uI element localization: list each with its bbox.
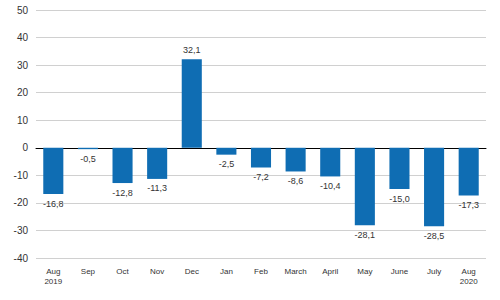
svg-text:-40: -40 <box>14 253 29 264</box>
svg-text:-8,6: -8,6 <box>288 176 304 186</box>
svg-text:50: 50 <box>17 5 29 16</box>
svg-text:-28,5: -28,5 <box>424 231 445 241</box>
svg-text:32,1: 32,1 <box>183 45 201 55</box>
svg-text:0: 0 <box>22 142 28 153</box>
svg-text:-10,4: -10,4 <box>320 181 341 191</box>
svg-text:Sep: Sep <box>81 267 96 276</box>
svg-text:-28,1: -28,1 <box>355 230 376 240</box>
svg-text:Oct: Oct <box>116 267 129 276</box>
svg-text:-0,5: -0,5 <box>80 154 96 164</box>
svg-text:Aug: Aug <box>46 267 60 276</box>
svg-text:2020: 2020 <box>460 277 478 286</box>
svg-text:20: 20 <box>17 87 29 98</box>
svg-text:Aug: Aug <box>462 267 476 276</box>
svg-text:-30: -30 <box>14 225 29 236</box>
svg-text:30: 30 <box>17 60 29 71</box>
svg-text:Jan: Jan <box>220 267 233 276</box>
svg-text:-16,8: -16,8 <box>43 199 64 209</box>
svg-text:-2,5: -2,5 <box>219 159 235 169</box>
svg-text:Nov: Nov <box>150 267 164 276</box>
svg-text:-20: -20 <box>14 197 29 208</box>
svg-text:-17,3: -17,3 <box>458 200 479 210</box>
svg-text:June: June <box>391 267 409 276</box>
svg-text:-11,3: -11,3 <box>147 183 167 193</box>
svg-text:-12,8: -12,8 <box>112 188 133 198</box>
svg-text:-10: -10 <box>14 170 29 181</box>
svg-text:July: July <box>427 267 441 276</box>
svg-text:Feb: Feb <box>254 267 268 276</box>
svg-text:2019: 2019 <box>44 277 62 286</box>
svg-text:March: March <box>284 267 306 276</box>
svg-text:May: May <box>357 267 372 276</box>
svg-text:-7,2: -7,2 <box>253 172 269 182</box>
svg-text:April: April <box>322 267 338 276</box>
svg-text:40: 40 <box>17 32 29 43</box>
svg-text:-15,0: -15,0 <box>389 194 410 204</box>
svg-text:10: 10 <box>17 115 29 126</box>
svg-text:Dec: Dec <box>185 267 199 276</box>
